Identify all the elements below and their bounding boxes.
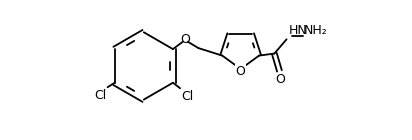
Text: Cl: Cl: [94, 89, 107, 102]
Text: O: O: [236, 65, 246, 78]
Text: O: O: [276, 73, 286, 86]
Text: Cl: Cl: [181, 90, 193, 103]
Text: O: O: [180, 33, 190, 46]
Text: HN: HN: [289, 24, 307, 37]
Text: NH₂: NH₂: [304, 24, 328, 37]
